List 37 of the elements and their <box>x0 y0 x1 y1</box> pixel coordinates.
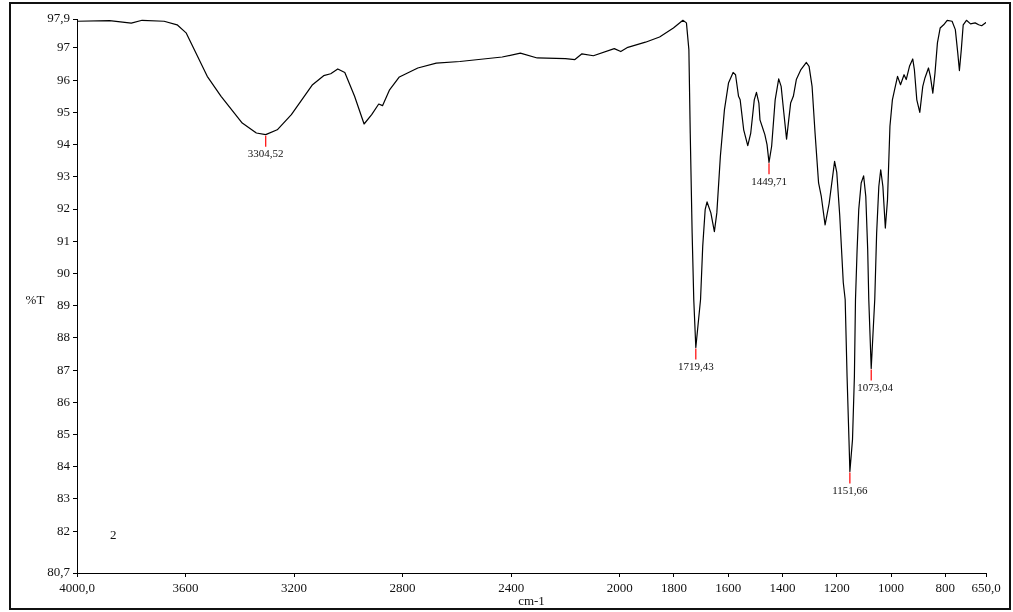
y-tick-label: 97 <box>57 39 71 55</box>
y-tick-label: 91 <box>57 232 70 248</box>
y-tick-label: 86 <box>57 393 71 409</box>
y-axis-title: %T <box>25 292 45 308</box>
annotation: 1151,66 <box>832 483 869 496</box>
y-tick-label: 92 <box>57 200 70 216</box>
x-tick-label: 1400 <box>769 580 796 596</box>
y-tick-label: 97,9 <box>47 10 70 26</box>
y-tick-label: 90 <box>57 264 70 280</box>
x-tick-label: 1000 <box>878 580 905 596</box>
y-tick-label: 85 <box>57 425 70 441</box>
annotation: 3304,52 <box>247 147 284 160</box>
x-tick-label: 800 <box>935 580 956 596</box>
annotation: 1719,43 <box>677 359 715 372</box>
x-tick-label: 3200 <box>281 580 308 596</box>
y-tick-label: 84 <box>57 458 71 474</box>
x-tick-label: 1200 <box>823 580 850 596</box>
y-tick-label: 95 <box>57 103 70 119</box>
annotation: 1073,04 <box>857 380 894 393</box>
y-tick-label: 96 <box>57 71 71 87</box>
x-tick-label: 2800 <box>389 580 416 596</box>
x-tick-label: 650,0 <box>971 580 1001 596</box>
y-tick-label: 89 <box>57 297 70 313</box>
y-tick-label: 88 <box>57 329 70 345</box>
y-tick-label: 82 <box>57 522 70 538</box>
x-tick-label: 2000 <box>606 580 633 596</box>
y-tick-label: 93 <box>57 168 70 184</box>
y-tick-label: 83 <box>57 490 70 506</box>
y-tick-label: 94 <box>57 136 71 152</box>
x-tick-label: 4000,0 <box>59 580 95 596</box>
y-tick-label: 80,7 <box>47 564 71 580</box>
x-tick-label: 1600 <box>715 580 742 596</box>
annotation: 1449,71 <box>751 174 787 187</box>
x-tick-label: 3600 <box>172 580 199 596</box>
annotation: 2 <box>110 527 117 543</box>
x-tick-label: 1800 <box>660 580 687 596</box>
y-tick-label: 87 <box>57 361 71 377</box>
